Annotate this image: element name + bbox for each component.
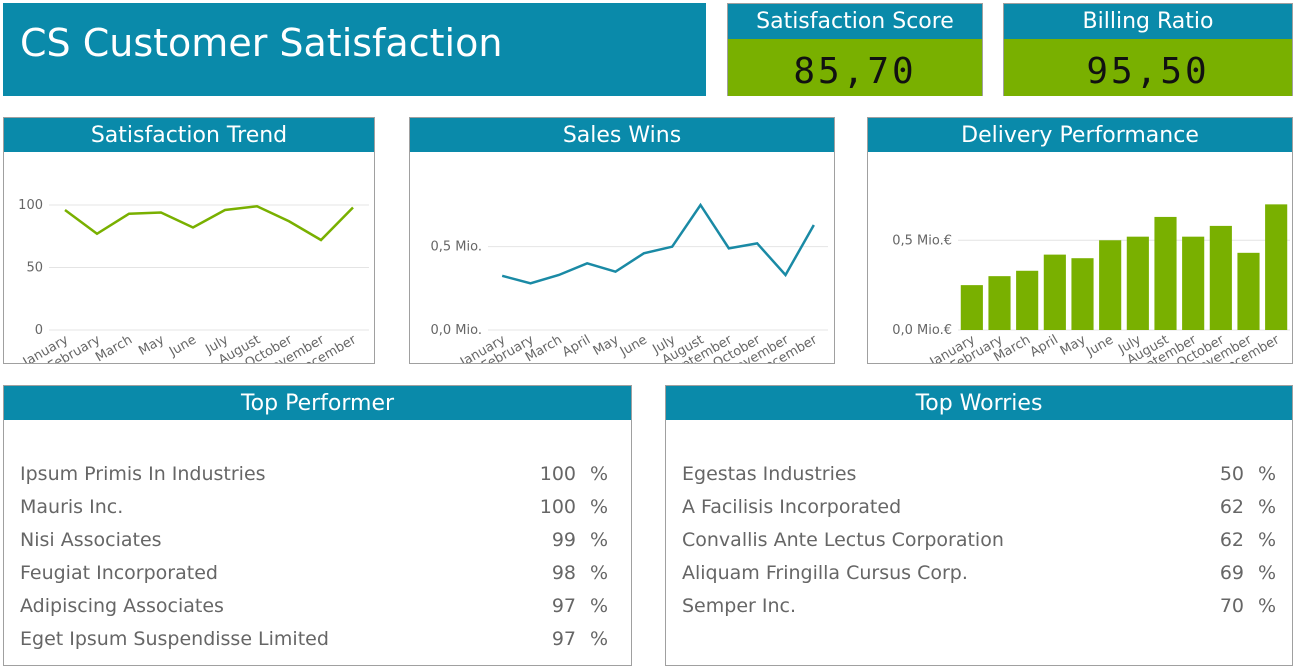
bar — [1182, 236, 1205, 330]
list-title: Top Performer — [4, 386, 631, 420]
row-unit: % — [1257, 463, 1276, 485]
y-tick-label: 100 — [18, 198, 43, 213]
bar — [1154, 216, 1177, 330]
row-name: Mauris Inc. — [20, 496, 124, 518]
chart: 0,0 Mio.0,5 Mio.JanuaryFebruaryMarchApri… — [431, 202, 828, 381]
list-title: Top Worries — [666, 386, 1292, 420]
row-name: A Facilisis Incorporated — [682, 496, 902, 518]
bar — [1265, 204, 1288, 330]
row-value: 100 — [539, 463, 576, 485]
kpi-card: Billing Ratio 95,50 — [1003, 3, 1293, 96]
list-panel: Top Worries Egestas Industries 50% A Facili… — [665, 385, 1293, 666]
kpi-value: 85,70 — [728, 39, 982, 96]
chart-title: Sales Wins — [410, 118, 834, 152]
y-tick-label: 0,5 Mio.€ — [892, 233, 952, 248]
line — [64, 204, 354, 242]
row-unit: % — [589, 529, 608, 551]
row-name: Aliquam Fringilla Cursus Corp. — [682, 562, 968, 584]
dashboard-title: CS Customer Satisfaction Dashboard — [3, 3, 706, 145]
chart: 0,0 Mio.€0,5 Mio.€JanuaryFebruaryMarchAp… — [892, 204, 1290, 381]
bar — [1237, 252, 1260, 330]
bar — [1016, 270, 1039, 330]
x-tick-label: April — [560, 332, 593, 360]
bar — [960, 285, 983, 330]
row-value: 62 — [1219, 529, 1244, 551]
chart-panel: Delivery Performance 0,0 Mio.€ 0,5 Mio.€ Ja… — [867, 117, 1293, 381]
row-value: 98 — [551, 562, 576, 584]
row-value: 99 — [551, 529, 576, 551]
x-tick-label: May — [591, 332, 622, 359]
y-tick-label: 0,5 Mio. — [431, 240, 483, 255]
chart-title: Satisfaction Trend — [4, 118, 374, 152]
row-unit: % — [1257, 496, 1276, 518]
chart-panel: Sales Wins 0,0 Mio. 0,5 Mio. January Februar… — [409, 117, 835, 381]
x-tick-label: April — [1028, 332, 1061, 360]
row-name: Convallis Ante Lectus Corporation — [682, 529, 1004, 551]
row-unit: % — [589, 496, 608, 518]
bar — [1099, 240, 1122, 330]
row-name: Eget Ipsum Suspendisse Limited — [20, 628, 329, 650]
row-value: 100 — [539, 496, 576, 518]
chart-panel: Satisfaction Trend 0 50 100 January February M… — [3, 117, 375, 379]
y-tick-label: 0,0 Mio.€ — [892, 323, 952, 338]
chart-title: Delivery Performance — [868, 118, 1292, 152]
x-tick-label: June — [1083, 332, 1116, 360]
y-tick-label: 0 — [35, 323, 43, 338]
row-unit: % — [589, 628, 608, 650]
row-value: 97 — [551, 595, 576, 617]
x-tick-label: March — [93, 332, 135, 363]
row-unit: % — [1257, 562, 1276, 584]
kpi-card: Satisfaction Score 85,70 — [727, 3, 983, 96]
list-panel: Top Performer Ipsum Primis In Industries 1… — [3, 385, 632, 666]
row-value: 69 — [1219, 562, 1244, 584]
line — [501, 202, 815, 285]
y-tick-label: 50 — [26, 261, 43, 276]
row-value: 97 — [551, 628, 576, 650]
bar — [1071, 258, 1094, 330]
row-name: Semper Inc. — [682, 595, 796, 617]
row-unit: % — [589, 562, 608, 584]
x-tick-label: June — [166, 332, 199, 360]
x-tick-label: May — [136, 332, 167, 359]
row-value: 50 — [1219, 463, 1244, 485]
row-unit: % — [1257, 529, 1276, 551]
row-name: Ipsum Primis In Industries — [20, 463, 266, 485]
row-name: Feugiat Incorporated — [20, 562, 218, 584]
row-name: Egestas Industries — [682, 463, 857, 485]
bar — [1126, 236, 1149, 330]
row-unit: % — [1257, 595, 1276, 617]
bar — [1209, 225, 1232, 330]
kpi-label: Billing Ratio — [1004, 4, 1292, 39]
kpi-value: 95,50 — [1004, 39, 1292, 96]
row-name: Nisi Associates — [20, 529, 162, 551]
row-value: 62 — [1219, 496, 1244, 518]
kpi-label: Satisfaction Score — [728, 4, 982, 39]
row-value: 70 — [1219, 595, 1244, 617]
row-unit: % — [589, 595, 608, 617]
row-unit: % — [589, 463, 608, 485]
bar — [1043, 254, 1066, 330]
row-name: Adipiscing Associates — [20, 595, 224, 617]
x-tick-label: June — [617, 332, 650, 360]
bar — [988, 276, 1011, 330]
y-tick-label: 0,0 Mio. — [431, 323, 483, 338]
